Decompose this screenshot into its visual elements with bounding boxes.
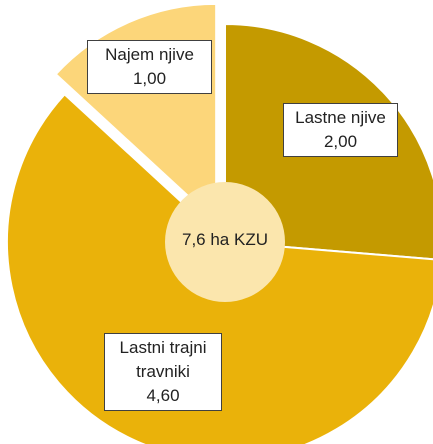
data-label: Lastne njive 2,00 (283, 103, 398, 157)
label-value: 1,00 (132, 69, 167, 88)
label-category: Lastni trajni travniki (119, 338, 207, 381)
center-label: 7,6 ha KZU (182, 230, 268, 249)
center-hole (165, 182, 285, 302)
data-label: Najem njive 1,00 (87, 40, 212, 94)
label-value: 4,60 (146, 386, 180, 405)
label-category: Najem njive (105, 45, 194, 64)
label-value: 2,00 (323, 132, 358, 151)
data-label: Lastni trajni travniki 4,60 (104, 333, 222, 411)
label-category: Lastne njive (295, 108, 386, 127)
